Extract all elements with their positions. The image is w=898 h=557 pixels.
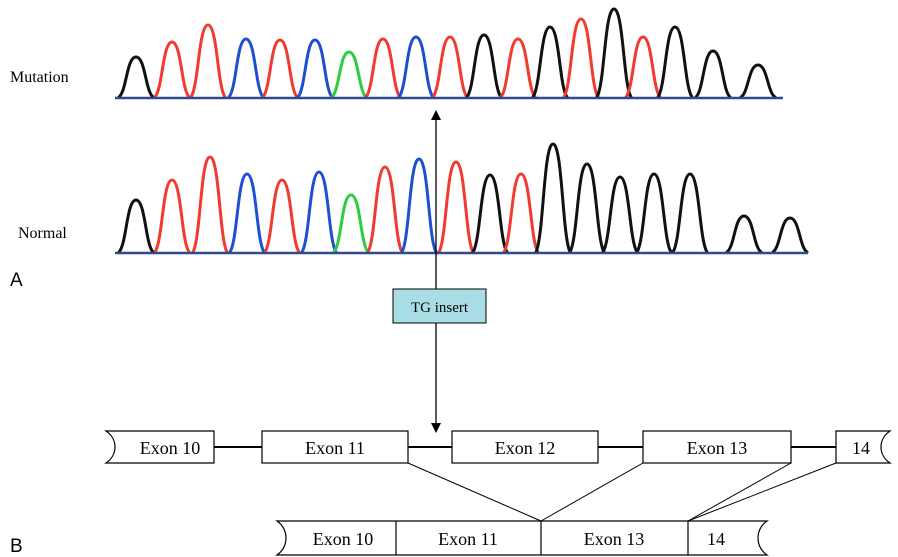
mutation-peak-6 <box>296 38 334 99</box>
gene-exon-10-label: Exon 10 <box>140 438 201 458</box>
mutation-peak-14 <box>562 17 600 99</box>
gene-exon-14 <box>835 430 892 464</box>
mutation-peak-11 <box>465 33 503 99</box>
transcript-outline <box>275 520 769 556</box>
mutation-peak-1 <box>117 55 155 99</box>
mutation-peak-5 <box>261 38 299 99</box>
mutation-peak-3 <box>189 23 227 99</box>
gene-exon-10 <box>104 430 215 464</box>
gene-exon-13-label: Exon 13 <box>687 438 748 458</box>
normal-peak-19 <box>771 216 809 254</box>
mutation-peak-19 <box>739 63 777 99</box>
mutation-peak-8 <box>364 37 402 99</box>
normal-peak-16 <box>635 172 673 254</box>
normal-peak-9 <box>400 157 438 254</box>
transcript-exon-10-label: Exon 10 <box>313 529 374 549</box>
mutation-peak-16 <box>624 35 662 99</box>
gene-exon-12-label: Exon 12 <box>495 438 556 458</box>
normal-peak-14 <box>568 162 606 254</box>
splice-line-exon11-end <box>407 462 542 522</box>
mutation-peak-18 <box>694 49 732 99</box>
normal-peak-2 <box>153 178 191 254</box>
normal-peak-10 <box>437 160 475 254</box>
tg-insert-label: TG insert <box>411 300 469 316</box>
mutation-peak-17 <box>656 25 694 99</box>
mutation-chromatogram <box>117 7 777 99</box>
transcript-exon-11-label: Exon 11 <box>438 529 498 549</box>
gene-exon-11-label: Exon 11 <box>305 438 365 458</box>
normal-peak-7 <box>332 193 370 254</box>
gene-exon-12 <box>451 430 599 464</box>
mutation-peak-15 <box>595 7 633 99</box>
normal-peak-6 <box>300 170 338 254</box>
transcript-exon-14-label: 14 <box>707 529 725 549</box>
insert-arrow <box>431 110 441 433</box>
gene-exon-11 <box>261 430 409 464</box>
panel-b-label: B <box>10 536 23 557</box>
arrow-down-head <box>431 423 441 433</box>
mutation-label: Mutation <box>10 69 69 86</box>
spliced-transcript: Exon 10 Exon 11 Exon 13 14 <box>275 520 769 556</box>
mutation-peak-13 <box>531 25 569 99</box>
normal-peak-17 <box>671 172 709 254</box>
mutation-peak-4 <box>227 37 265 99</box>
normal-peak-15 <box>601 175 639 254</box>
normal-peak-18 <box>725 214 763 254</box>
gene-exon-13 <box>642 430 792 464</box>
normal-chromatogram <box>117 142 809 254</box>
splice-line-exon14-start <box>687 462 837 522</box>
mutation-peak-10 <box>431 35 469 99</box>
tg-insert-box <box>392 288 487 324</box>
normal-peak-4 <box>228 172 266 254</box>
normal-peak-5 <box>263 178 301 254</box>
gene-structure: Exon 10 Exon 11 Exon 12 Exon 13 14 <box>104 430 892 464</box>
mutation-peak-7 <box>330 50 368 99</box>
panel-a-label: A <box>10 270 23 291</box>
normal-peak-12 <box>502 172 540 254</box>
splice-line-exon13-start <box>540 462 644 522</box>
gene-exon-14-label: 14 <box>852 438 870 458</box>
normal-peak-8 <box>366 165 404 254</box>
splice-connectors <box>407 462 837 522</box>
mutation-peak-12 <box>499 37 537 99</box>
normal-peak-1 <box>117 198 155 254</box>
normal-peak-11 <box>471 173 509 254</box>
normal-label: Normal <box>18 225 67 242</box>
transcript-exon-13-label: Exon 13 <box>584 529 645 549</box>
mutation-peak-2 <box>153 40 191 99</box>
normal-peak-3 <box>191 155 229 254</box>
mutation-peak-9 <box>397 35 435 99</box>
normal-peak-13 <box>534 142 572 254</box>
arrow-up-head <box>431 110 441 120</box>
splice-line-exon13-end <box>687 462 792 522</box>
